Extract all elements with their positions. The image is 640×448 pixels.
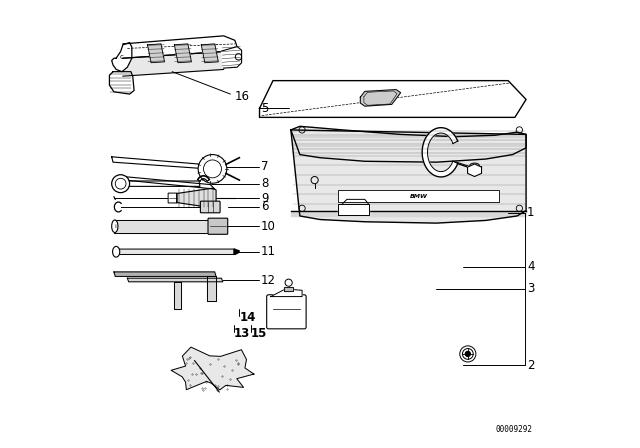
Polygon shape xyxy=(127,278,223,282)
Polygon shape xyxy=(123,177,214,189)
FancyBboxPatch shape xyxy=(267,295,306,329)
Polygon shape xyxy=(271,289,302,297)
Polygon shape xyxy=(147,44,164,63)
Text: i: i xyxy=(114,224,116,229)
Text: 3: 3 xyxy=(527,282,534,296)
Polygon shape xyxy=(468,164,481,177)
Circle shape xyxy=(285,279,292,286)
Polygon shape xyxy=(123,36,237,58)
Polygon shape xyxy=(291,211,526,216)
Text: 12: 12 xyxy=(261,273,276,287)
Text: c: c xyxy=(120,54,124,60)
Text: 15: 15 xyxy=(250,327,267,340)
Polygon shape xyxy=(116,249,236,254)
Polygon shape xyxy=(291,130,526,223)
Text: 9: 9 xyxy=(261,191,268,205)
Ellipse shape xyxy=(111,220,118,233)
Polygon shape xyxy=(201,44,218,63)
Text: 13: 13 xyxy=(234,327,250,340)
Polygon shape xyxy=(422,128,458,177)
FancyBboxPatch shape xyxy=(338,190,499,202)
Polygon shape xyxy=(234,249,239,254)
Text: 2: 2 xyxy=(527,358,534,372)
Text: 11: 11 xyxy=(261,245,276,258)
Text: 5: 5 xyxy=(261,102,268,115)
Text: 00009292: 00009292 xyxy=(496,425,532,434)
Polygon shape xyxy=(123,181,200,186)
Polygon shape xyxy=(111,157,208,169)
Polygon shape xyxy=(260,81,526,117)
Text: 6: 6 xyxy=(261,200,268,214)
Text: 7: 7 xyxy=(261,160,268,173)
Circle shape xyxy=(111,175,129,193)
Text: 10: 10 xyxy=(261,220,276,233)
Polygon shape xyxy=(123,52,223,76)
FancyBboxPatch shape xyxy=(208,218,228,234)
Polygon shape xyxy=(111,43,132,72)
Polygon shape xyxy=(174,282,181,309)
Polygon shape xyxy=(171,347,254,390)
Polygon shape xyxy=(284,287,293,291)
Circle shape xyxy=(204,160,221,178)
Text: 4: 4 xyxy=(527,260,534,273)
Text: BMW: BMW xyxy=(410,194,428,199)
Circle shape xyxy=(115,178,126,189)
Polygon shape xyxy=(207,276,216,301)
Circle shape xyxy=(465,351,470,357)
FancyBboxPatch shape xyxy=(168,193,177,203)
Polygon shape xyxy=(360,90,401,106)
FancyBboxPatch shape xyxy=(200,201,220,213)
Polygon shape xyxy=(338,204,369,215)
Ellipse shape xyxy=(113,246,120,257)
Circle shape xyxy=(198,155,227,183)
Polygon shape xyxy=(221,47,241,68)
Polygon shape xyxy=(177,188,216,208)
Text: 14: 14 xyxy=(239,310,256,324)
Text: 1: 1 xyxy=(527,206,534,220)
Polygon shape xyxy=(114,220,210,233)
Text: 16: 16 xyxy=(235,90,250,103)
Polygon shape xyxy=(291,126,526,162)
Polygon shape xyxy=(114,272,216,276)
Polygon shape xyxy=(174,44,191,63)
Polygon shape xyxy=(109,72,134,94)
Text: 8: 8 xyxy=(261,177,268,190)
